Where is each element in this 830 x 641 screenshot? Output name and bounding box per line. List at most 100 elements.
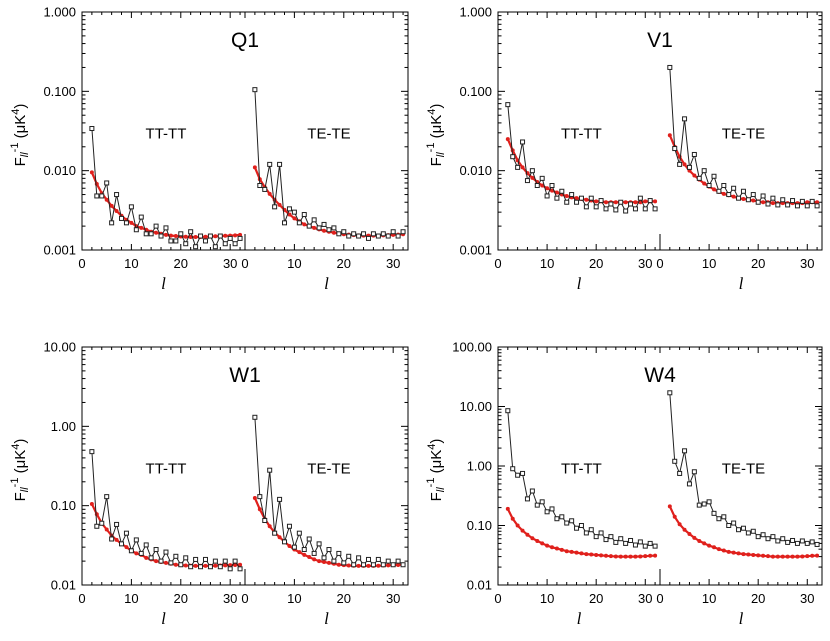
model-point xyxy=(510,516,515,521)
model-point xyxy=(154,559,159,564)
measured-point xyxy=(193,556,199,562)
measured-point xyxy=(554,195,560,201)
measured-point xyxy=(198,564,204,570)
measured-point xyxy=(549,183,555,189)
panel-w4: 0.01 0.10 1.00 10.00 100.00 0 10 20 30 l 0 10 20 30 l W… xyxy=(425,340,823,628)
measured-point xyxy=(193,244,199,250)
measured-point xyxy=(336,550,342,556)
y-axis-label-part: ll xyxy=(19,152,31,157)
model-point xyxy=(741,552,746,557)
model-point xyxy=(731,194,736,199)
model-point xyxy=(815,553,820,558)
measured-point xyxy=(89,449,95,455)
measured-curve xyxy=(254,417,404,566)
measured-point xyxy=(207,564,213,570)
measured-point xyxy=(94,523,100,529)
measured-point xyxy=(740,525,746,531)
measured-point xyxy=(104,494,110,500)
model-point xyxy=(154,230,159,235)
model-point xyxy=(653,553,658,558)
model-point xyxy=(193,563,198,568)
measured-point xyxy=(765,201,771,207)
y-axis-label: Fll-1 (μK4) xyxy=(9,104,31,167)
model-point xyxy=(785,554,790,559)
y-axis-label-part: -1 xyxy=(425,143,437,153)
model-point xyxy=(252,165,257,170)
measured-point xyxy=(286,206,292,212)
model-point xyxy=(702,541,707,546)
measured-point xyxy=(677,161,683,167)
measured-point xyxy=(252,414,258,420)
model-point xyxy=(608,554,613,559)
measured-point xyxy=(395,233,401,239)
measured-point xyxy=(549,506,555,512)
measured-point xyxy=(227,566,233,572)
measured-point xyxy=(785,202,791,208)
measured-point xyxy=(232,241,238,247)
spectrum-label: TE-TE xyxy=(722,125,765,142)
model-point xyxy=(648,553,653,558)
model-point xyxy=(756,553,761,558)
measured-point xyxy=(202,238,208,244)
x-tick-label: 0 xyxy=(241,256,248,271)
model-point xyxy=(193,234,198,239)
measured-point xyxy=(534,502,540,508)
measured-point xyxy=(326,227,332,233)
measured-point xyxy=(114,192,120,198)
measured-point xyxy=(642,543,648,549)
measured-point xyxy=(163,549,169,555)
model-point xyxy=(721,548,726,553)
x-axis-label: l xyxy=(739,609,744,628)
model-point xyxy=(238,232,243,237)
model-point xyxy=(277,202,282,207)
model-point xyxy=(707,543,712,548)
measured-point xyxy=(809,539,815,545)
measured-point xyxy=(311,550,317,556)
measured-point xyxy=(613,539,619,545)
model-point xyxy=(712,187,716,192)
model-curve xyxy=(668,505,818,558)
measured-point xyxy=(529,488,535,494)
measured-point xyxy=(286,523,292,529)
model-point xyxy=(613,200,618,205)
measured-point xyxy=(148,231,154,237)
measured-point xyxy=(331,225,337,231)
model-point xyxy=(751,552,756,557)
measured-point xyxy=(524,496,530,502)
y-axis-label: Fll-1 (μK4) xyxy=(9,439,31,502)
model-point xyxy=(800,554,805,559)
measured-point xyxy=(277,496,283,502)
model-point xyxy=(628,554,633,559)
measured-point xyxy=(569,192,575,198)
measured-point xyxy=(356,555,362,561)
model-point xyxy=(114,209,119,214)
model-point xyxy=(623,200,628,205)
model-point xyxy=(594,552,599,557)
model-point xyxy=(751,198,756,203)
model-point xyxy=(589,552,594,557)
measured-point xyxy=(212,558,218,564)
y-tick-label: 10.00 xyxy=(459,399,492,414)
model-point xyxy=(114,537,119,542)
y-axis-label-part: (μK xyxy=(12,115,29,143)
measured-point xyxy=(750,528,756,534)
measured-point xyxy=(780,536,786,542)
measured-point xyxy=(341,560,347,566)
measured-point xyxy=(799,538,805,544)
model-point xyxy=(731,550,736,555)
y-axis-label-part: ) xyxy=(428,104,445,109)
measured-point xyxy=(716,188,722,194)
x-tick-label: 30 xyxy=(386,591,400,606)
measured-point xyxy=(222,241,228,247)
model-point xyxy=(682,527,687,532)
measured-point xyxy=(168,560,174,566)
model-point xyxy=(287,544,292,549)
panel-q1: 0.001 0.010 0.100 1.000 0 10 20 30 l 0 10 20 30 l Q1 Fl… xyxy=(9,5,409,293)
measured-point xyxy=(564,199,570,205)
model-point xyxy=(770,554,775,559)
measured-point xyxy=(603,206,609,212)
measured-point xyxy=(804,203,810,209)
model-point xyxy=(559,547,564,552)
y-axis-label-part: F xyxy=(428,492,445,501)
measured-point xyxy=(267,161,273,167)
